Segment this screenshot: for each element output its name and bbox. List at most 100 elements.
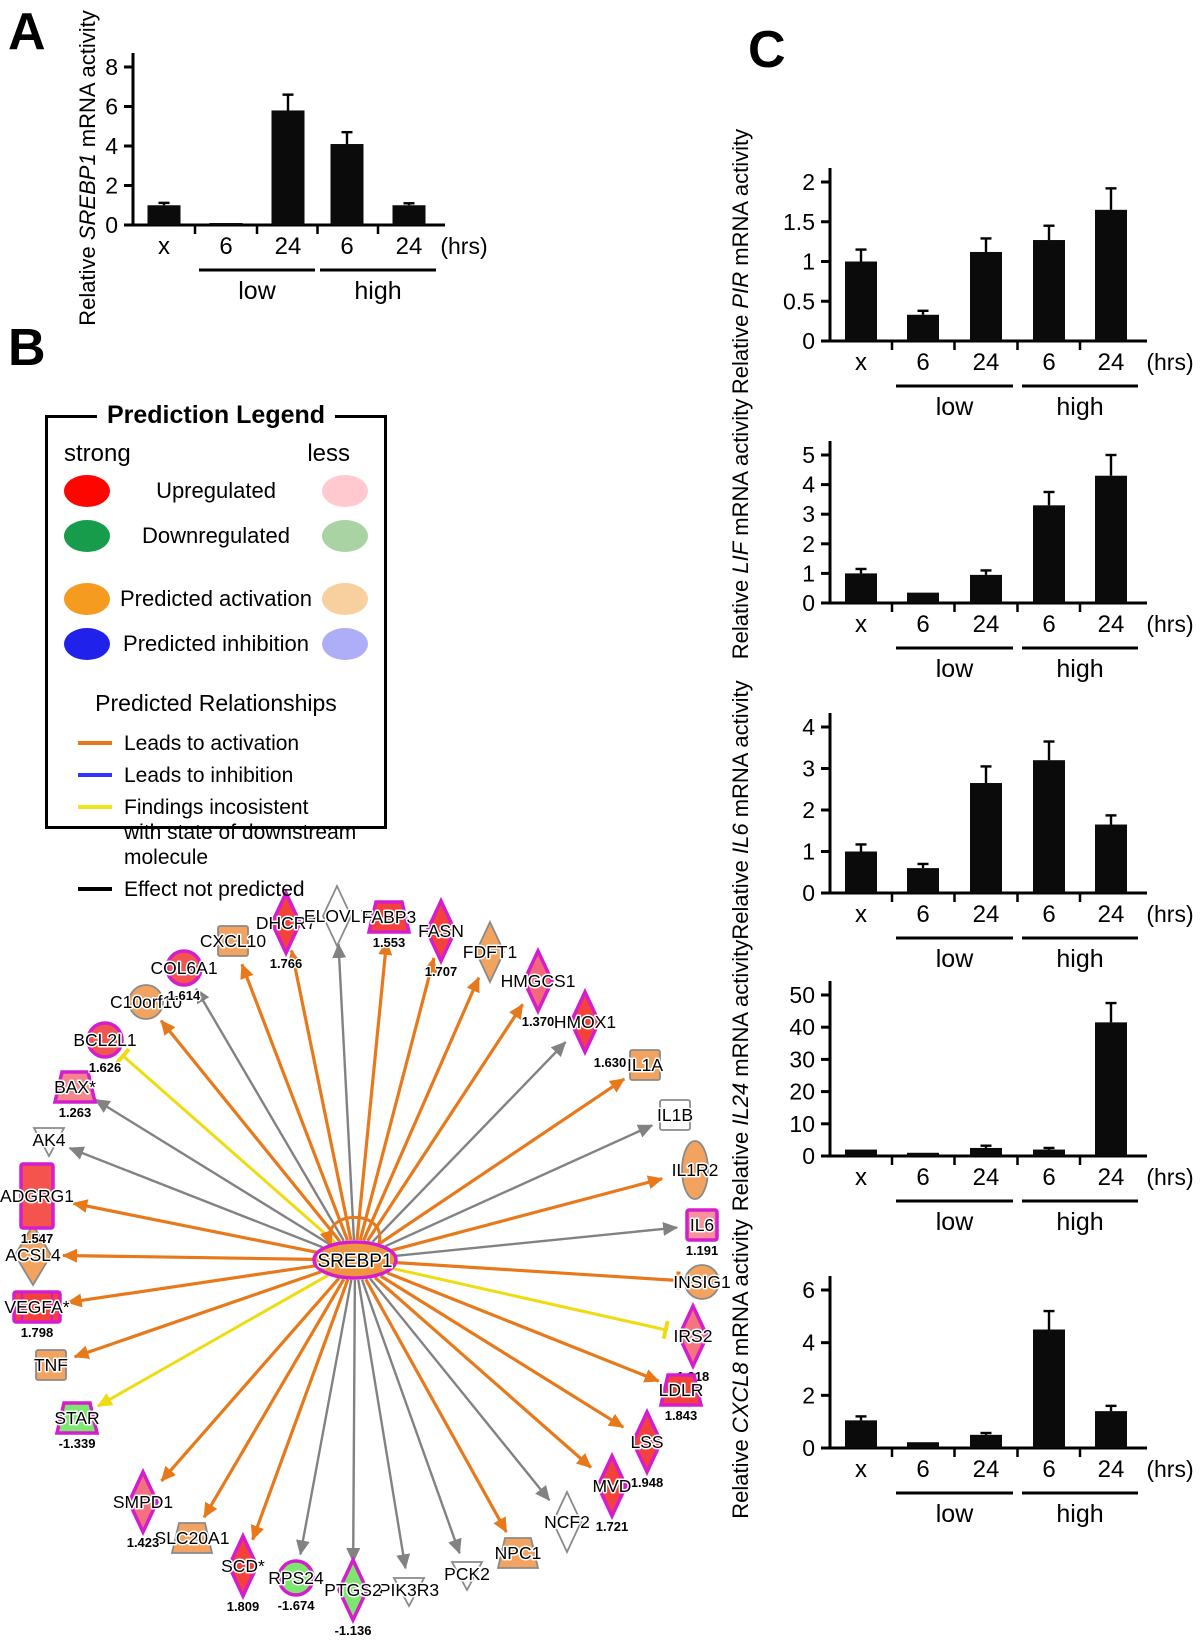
network-edge-INSIG1 [396, 1261, 681, 1290]
y-tick-label: 0 [802, 590, 815, 616]
y-tick-label: 0 [105, 212, 118, 238]
network-edge-DHCR7 [287, 949, 353, 1241]
bar-IL24-4 [1095, 1022, 1127, 1156]
node-label-VEGFA*: VEGFA* [4, 1297, 69, 1317]
network-node-SLC20A1 [170, 1522, 214, 1554]
network-node-STAR [54, 1401, 100, 1435]
node-label-BAX*: BAX* [54, 1077, 96, 1097]
x-category-label: 24 [396, 233, 423, 260]
bar-CXCL8-4 [1095, 1411, 1127, 1448]
bar-PIR-1 [907, 314, 939, 341]
bar-chart-PIR: 0 0.5 1 1.5 2 x 6 24 6 24 (hrs) low high Relative PIR… [728, 129, 1194, 421]
y-tick-label: 0 [802, 328, 815, 354]
prediction-legend-title: Prediction Legend [96, 401, 336, 430]
network-edge-PIK3R3 [357, 1279, 411, 1570]
y-tick-label: 0 [802, 1435, 815, 1461]
network-edge-SLC20A1 [202, 1278, 346, 1519]
legend-node-type-label: Predicted inhibition [123, 630, 309, 656]
panel-a-label: A [8, 3, 46, 61]
network-edge-NPC1 [364, 1278, 508, 1533]
legend-less-ellipse-icon [322, 582, 368, 615]
network-node-COL6A1 [165, 949, 203, 987]
network-edge-STAR [96, 1274, 329, 1408]
network-node-ELOVL7 [322, 883, 352, 949]
network-node-AK4 [32, 1127, 66, 1158]
node-value-FASN: 1.707 [425, 964, 458, 979]
node-value-BAX*: 1.263 [59, 1105, 92, 1120]
node-label-IL1B: IL1B [657, 1105, 693, 1125]
node-label-HMGCS1: HMGCS1 [501, 971, 576, 991]
x-category-label: 24 [1098, 1456, 1125, 1483]
node-label-LSS: LSS [630, 1432, 663, 1452]
legend-line-swatch-icon [78, 805, 112, 809]
node-label-FDFT1: FDFT1 [463, 942, 517, 962]
network-edge-IL1A [378, 1077, 626, 1246]
network-node-FABP3 [366, 900, 412, 934]
x-category-label: 6 [1042, 901, 1055, 928]
node-label-FASN: FASN [418, 921, 464, 941]
x-category-label: 6 [916, 611, 929, 638]
network-node-RPS24 [277, 1559, 315, 1597]
y-axis-label: Relative LIF mRNA activity [728, 399, 753, 659]
x-category-label: 6 [916, 1164, 929, 1191]
legend-less-label: less [307, 440, 350, 467]
y-tick-label: 4 [802, 472, 815, 498]
y-tick-label: 2 [105, 173, 118, 199]
network-edge-RPS24 [296, 1279, 353, 1556]
legend-row-downregulated: Downregulated [48, 513, 384, 558]
y-tick-label: 40 [789, 1014, 815, 1040]
node-value-STAR: -1.339 [59, 1436, 96, 1451]
x-category-label: 24 [973, 1164, 1000, 1191]
network-edge-SCD* [250, 1279, 350, 1541]
network-node-ADGRG1 [19, 1162, 55, 1230]
network-edge-BAX* [94, 1098, 330, 1246]
x-category-label: 24 [973, 349, 1000, 376]
network-edge-NCF2 [369, 1277, 551, 1502]
legend-node-type-label: Upregulated [156, 477, 276, 503]
network-node-INSIG1 [684, 1264, 720, 1300]
node-value-HMOX1: 1.630 [594, 1055, 627, 1070]
bar-SREBP1-0 [147, 205, 181, 225]
network-node-HMGCS1 [522, 946, 554, 1016]
network-edge-TNF [73, 1270, 322, 1359]
network-node-NPC1 [496, 1537, 540, 1569]
x-category-label: 6 [1042, 1456, 1055, 1483]
legend-relationship-label: Findings incosistent with state of downs… [124, 796, 357, 869]
network-edge-FDFT1 [362, 976, 481, 1242]
legend-relationship-row: Leads to inhibition [48, 763, 384, 788]
node-label-RPS24: RPS24 [268, 1568, 324, 1588]
network-node-LDLR [658, 1373, 704, 1407]
node-label-STAR: STAR [54, 1408, 99, 1428]
bar-PIR-4 [1095, 209, 1127, 341]
node-label-PTGS2: PTGS2 [324, 1580, 381, 1600]
network-node-FASN [425, 896, 457, 966]
y-tick-label: 1 [802, 249, 815, 275]
group-label-low: low [936, 1500, 974, 1528]
bar-PIR-0 [845, 261, 877, 341]
legend-row-predicted-activation: Predicted activation [48, 576, 384, 621]
y-tick-label: 6 [105, 94, 118, 120]
node-value-LDLR: 1.843 [665, 1408, 698, 1423]
bar-IL6-1 [907, 868, 939, 893]
y-tick-label: 30 [789, 1046, 815, 1072]
network-edge-PTGS2 [346, 1279, 361, 1564]
x-category-label: 6 [916, 901, 929, 928]
node-label-CXCL10: CXCL10 [200, 931, 266, 951]
legend-relationship-label: Effect not predicted [124, 878, 305, 901]
legend-row-upregulated: Upregulated [48, 468, 384, 513]
network-edge-ACSL4 [61, 1248, 314, 1263]
group-label-high: high [1056, 945, 1103, 973]
x-category-label: x [855, 901, 867, 928]
node-value-RPS24: -1.674 [278, 1598, 316, 1613]
y-tick-label: 3 [802, 756, 815, 782]
node-label-FABP3: FABP3 [362, 907, 416, 927]
x-category-label: 24 [1098, 1164, 1125, 1191]
network-edge-AK4 [68, 1146, 324, 1249]
x-category-label: 6 [219, 233, 232, 260]
node-value-COL6A1: 1.614 [168, 988, 201, 1003]
node-label-IRS2: IRS2 [674, 1326, 713, 1346]
legend-less-ellipse-icon [322, 627, 368, 660]
legend-strong-label: strong [64, 440, 131, 467]
